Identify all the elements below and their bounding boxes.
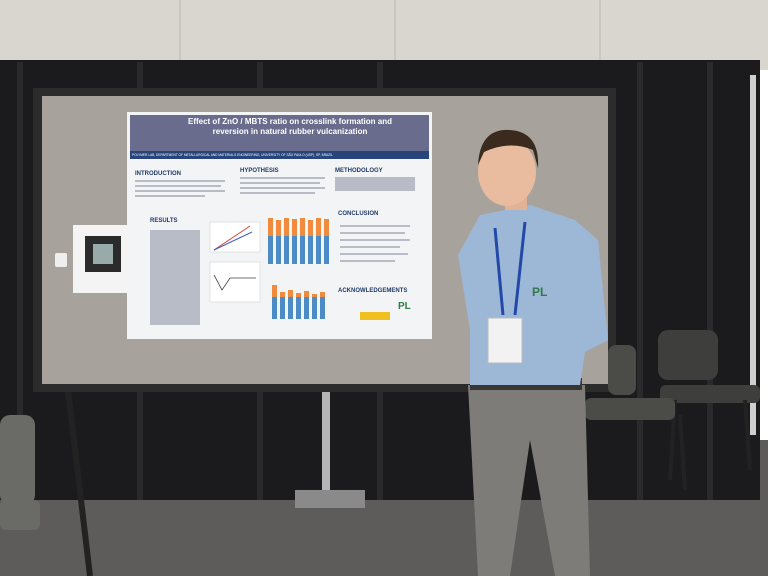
chair xyxy=(0,415,40,530)
poster-affiliation: POLYMER LAB, DEPARTMENT OF METALLURGICAL… xyxy=(132,153,333,157)
section-heading: CONCLUSION xyxy=(338,211,378,217)
text-lines xyxy=(135,177,415,325)
poster-band xyxy=(130,151,429,159)
chair xyxy=(585,345,687,491)
shirt-logo: PL xyxy=(532,285,547,299)
poster-logo: PL xyxy=(398,301,411,312)
board-leg xyxy=(65,389,93,576)
section-heading: INTRODUCTION xyxy=(135,171,181,177)
qr-inner xyxy=(93,244,113,264)
chair xyxy=(658,330,760,481)
poster-figure xyxy=(209,221,261,303)
poster-title-box: Effect of ZnO / MBTS ratio on crosslink … xyxy=(187,117,392,136)
poster-bars xyxy=(268,218,329,319)
section-heading: RESULTS xyxy=(150,218,178,224)
poster-affiliation-box: POLYMER LAB, DEPARTMENT OF METALLURGICAL… xyxy=(132,153,333,157)
pole xyxy=(750,75,756,435)
section-heading: HYPOTHESIS xyxy=(240,168,279,174)
cup xyxy=(55,253,67,267)
poster-header xyxy=(130,115,429,153)
wall xyxy=(0,0,768,70)
stand-pole xyxy=(322,385,330,500)
poster-sponsor-logo xyxy=(360,312,390,320)
poster-title: Effect of ZnO / MBTS ratio on crosslink … xyxy=(187,117,392,136)
section-heading: ACKNOWLEDGEMENTS xyxy=(338,288,407,294)
section-heading: METHODOLOGY xyxy=(335,168,383,174)
person: PL xyxy=(458,129,608,576)
stand-base xyxy=(295,490,365,508)
